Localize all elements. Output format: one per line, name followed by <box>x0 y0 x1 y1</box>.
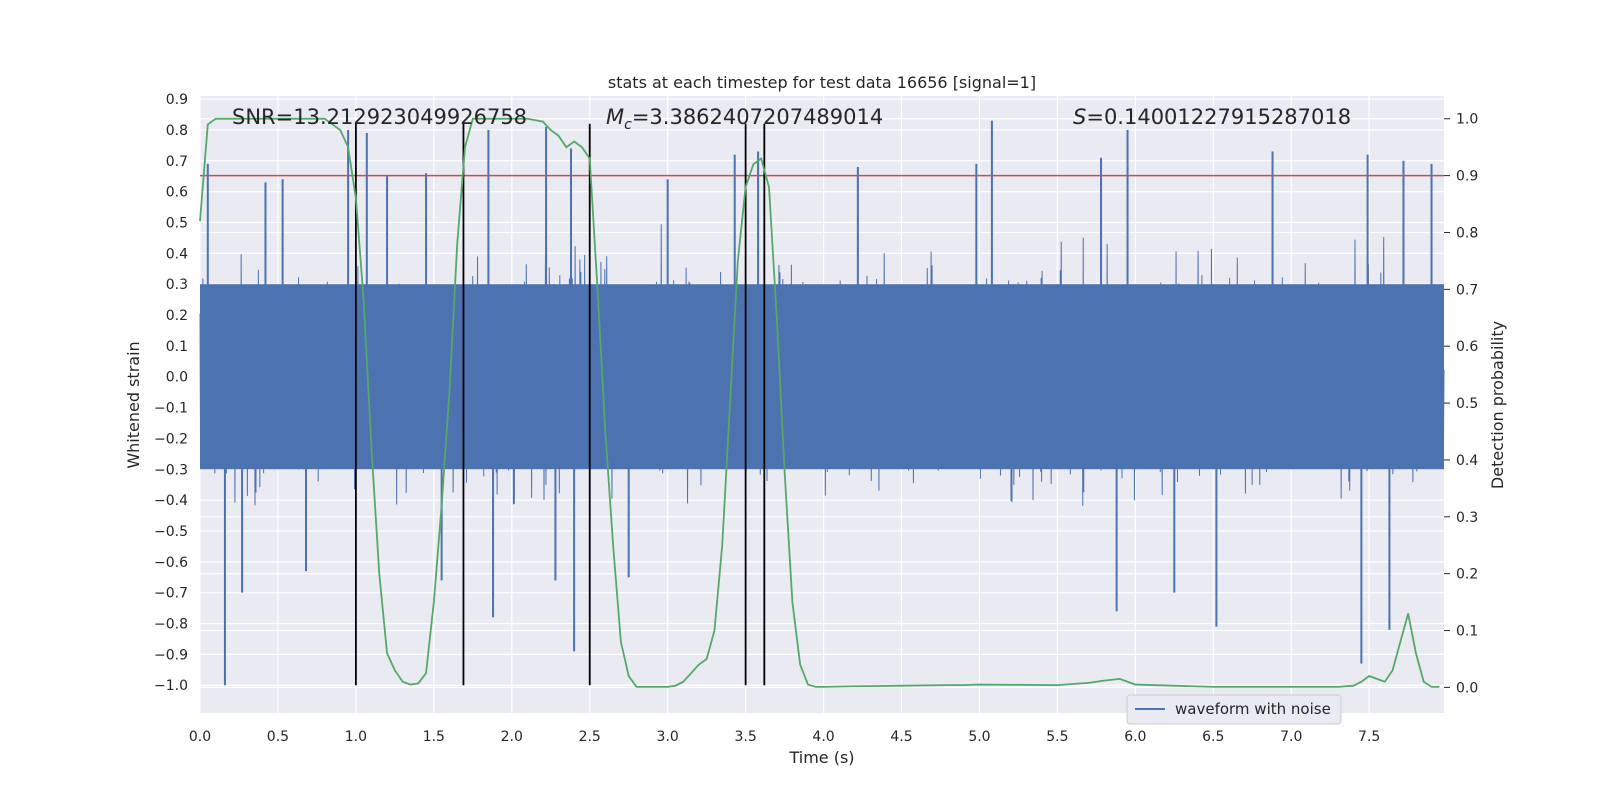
y-tick-label: −0.1 <box>154 401 188 417</box>
x-tick-label: 0.0 <box>189 729 211 745</box>
x-tick-label: 7.5 <box>1358 729 1380 745</box>
y-tick-label: −0.7 <box>154 586 188 602</box>
y-right-tick-label: 1.0 <box>1456 112 1478 128</box>
y-tick-label: 0.8 <box>166 123 188 139</box>
y-tick-label: 0.1 <box>166 339 188 355</box>
waveform-series <box>199 120 1445 686</box>
y-tick-label: −0.9 <box>154 647 188 663</box>
legend-box <box>1126 694 1342 725</box>
y-right-tick-label: 0.0 <box>1456 680 1478 696</box>
x-tick-label: 5.0 <box>968 729 990 745</box>
x-tick-label: 1.0 <box>345 729 367 745</box>
y-tick-label: 0.9 <box>166 92 188 108</box>
x-tick-label: 5.5 <box>1046 729 1068 745</box>
chirp-mass-annotation: Mc=3.3862407207489014 <box>606 105 883 133</box>
x-tick-label: 6.5 <box>1202 729 1224 745</box>
x-axis-label: Time (s) <box>788 748 854 767</box>
y-right-axis-label: Detection probability <box>1488 321 1507 489</box>
x-tick-label: 3.0 <box>657 729 679 745</box>
y-right-axis-ticks: 1.0 0.9 0.8 0.7 0.6 0.5 0.4 0.3 0.2 0.1 0.0 <box>1444 112 1478 696</box>
chart-title: stats at each timestep for test data 166… <box>608 73 1036 92</box>
x-tick-label: 6.0 <box>1124 729 1146 745</box>
y-tick-label: 0.2 <box>166 308 188 324</box>
x-axis-ticks: 0.0 0.5 1.0 1.5 2.0 2.5 3.0 3.5 4.0 4.5 5.0 5.5 6.0 6… <box>189 729 1380 745</box>
x-tick-label: 7.0 <box>1280 729 1302 745</box>
y-tick-label: −0.5 <box>154 524 188 540</box>
y-right-tick-label: 0.6 <box>1456 339 1478 355</box>
legend: waveform with noise <box>1126 694 1342 725</box>
y-right-tick-label: 0.2 <box>1456 567 1478 583</box>
x-tick-label: 4.0 <box>812 729 834 745</box>
detection-probability-line <box>199 117 1440 688</box>
y-right-tick-label: 0.9 <box>1456 169 1478 185</box>
legend-entry: waveform with noise <box>1175 700 1331 718</box>
x-tick-label: 1.5 <box>423 729 445 745</box>
y-axis-label: Whitened strain <box>124 341 143 468</box>
y-tick-label: −1.0 <box>154 678 188 694</box>
x-tick-label: 4.5 <box>890 729 912 745</box>
y-tick-label: 0.3 <box>166 277 188 293</box>
y-tick-label: −0.6 <box>154 555 188 571</box>
y-tick-label: 0.4 <box>166 246 188 262</box>
y-tick-label: 0.5 <box>166 215 188 231</box>
y-axis-ticks: 0.9 0.8 0.7 0.6 0.5 0.4 0.3 0.2 0.1 0.0 −0.1 −0.2 −0… <box>154 92 188 694</box>
y-tick-label: −0.8 <box>154 617 188 633</box>
x-tick-label: 2.0 <box>501 729 523 745</box>
y-tick-label: −0.3 <box>154 462 188 478</box>
y-tick-label: 0.7 <box>166 154 188 170</box>
y-tick-label: 0.0 <box>166 370 188 386</box>
y-right-tick-label: 0.8 <box>1456 225 1478 241</box>
waveform-core-band <box>200 284 1444 470</box>
s-annotation: S=0.14001227915287018 <box>1073 105 1351 129</box>
x-tick-label: 2.5 <box>579 729 601 745</box>
y-right-tick-label: 0.4 <box>1456 453 1478 469</box>
x-tick-label: 0.5 <box>267 729 289 745</box>
y-right-tick-label: 0.1 <box>1456 624 1478 640</box>
y-right-tick-label: 0.3 <box>1456 510 1478 526</box>
y-tick-label: −0.4 <box>154 493 188 509</box>
y-right-tick-label: 0.7 <box>1456 282 1478 298</box>
snr-annotation: SNR=13.212923049926758 <box>232 105 527 129</box>
y-right-tick-label: 0.5 <box>1456 396 1478 412</box>
detection-probability-series <box>199 117 1440 688</box>
y-tick-label: −0.2 <box>154 431 188 447</box>
x-tick-label: 3.5 <box>734 729 756 745</box>
y-tick-label: 0.6 <box>166 185 188 201</box>
vertical-markers <box>354 123 766 686</box>
